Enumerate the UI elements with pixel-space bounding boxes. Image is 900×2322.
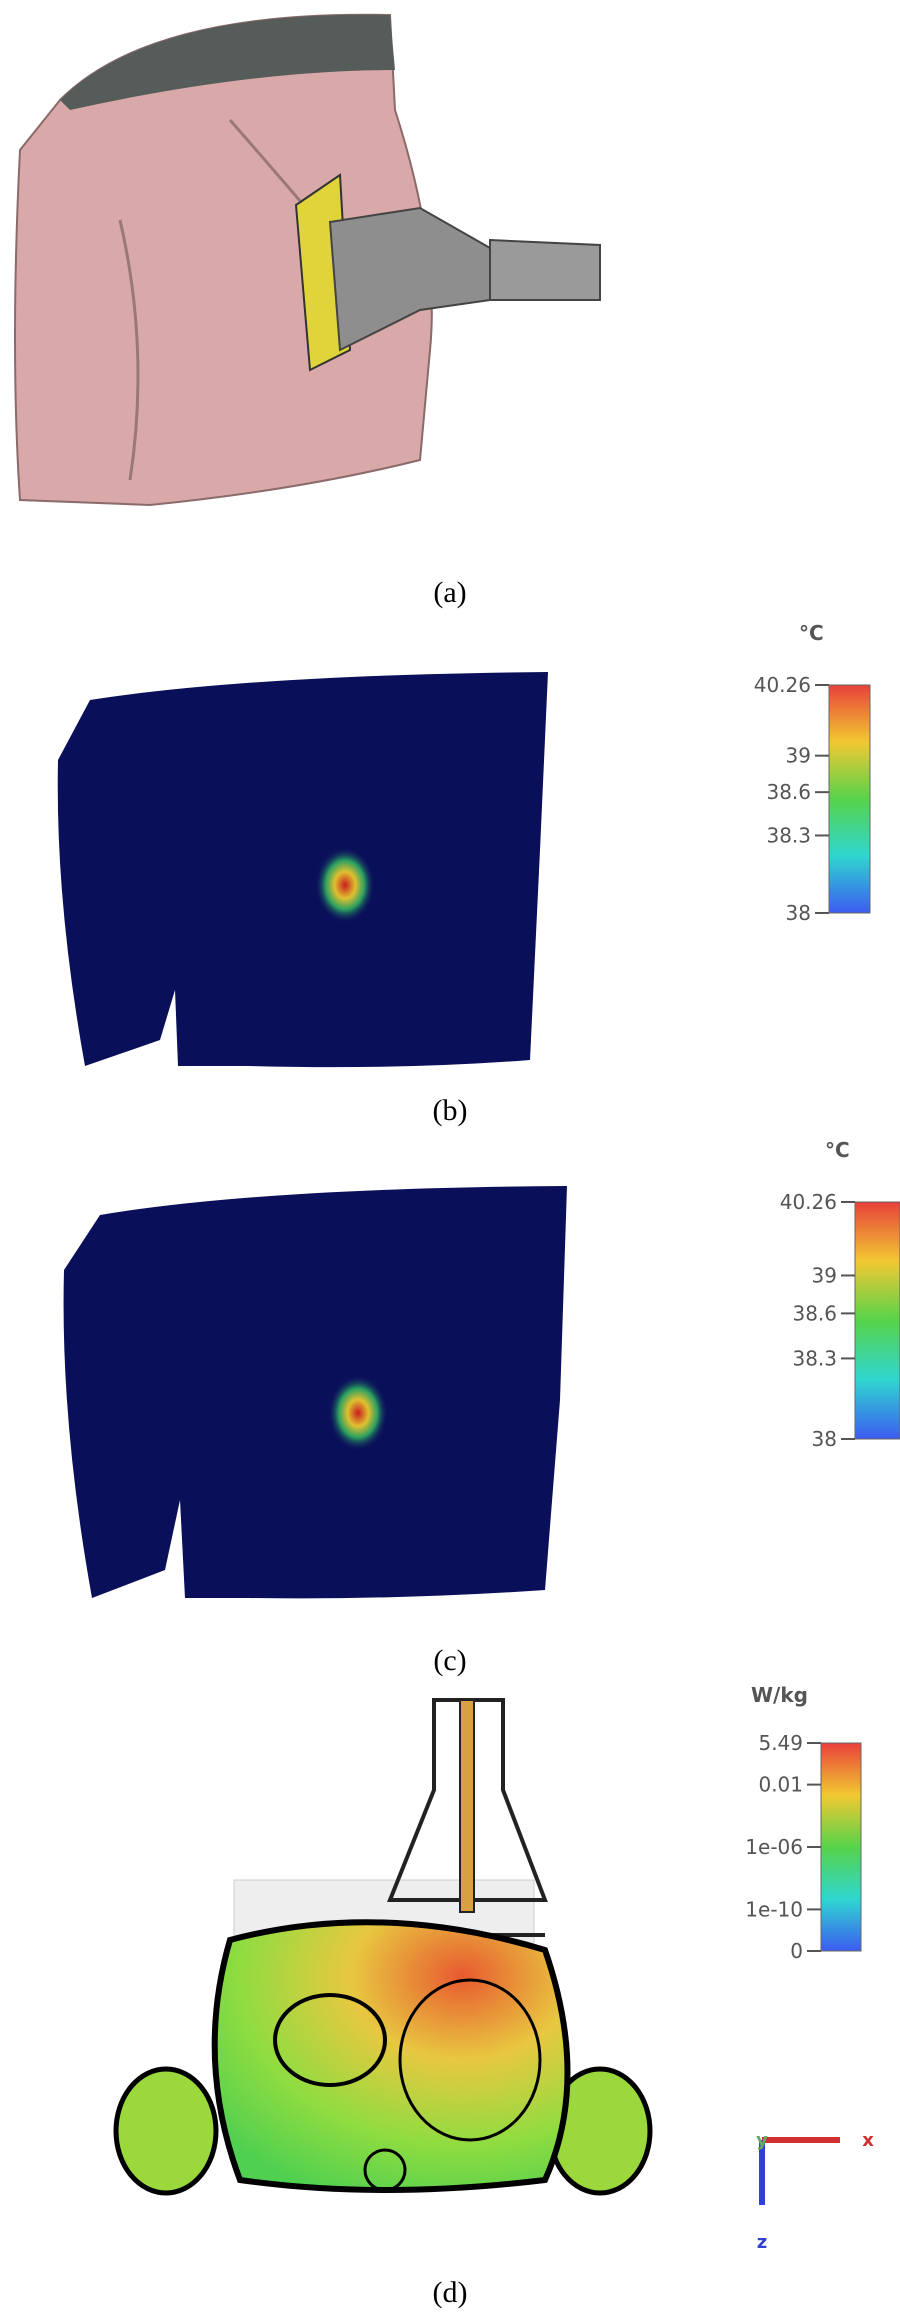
colorbar-unit: °C — [799, 621, 824, 645]
colorbar — [820, 1742, 862, 1952]
colorbar-tick-label: 1e-06 — [745, 1835, 803, 1859]
colorbar-tick-label: 40.26 — [754, 673, 811, 697]
colorbar-tick-label: 39 — [812, 1263, 837, 1287]
colorbar-unit: W/kg — [751, 1683, 808, 1707]
sar-cross-section — [113, 1698, 840, 2205]
colorbar-tick-label: 5.49 — [758, 1731, 803, 1755]
axis-label: y — [756, 2130, 768, 2151]
colorbar-unit: °C — [825, 1138, 850, 1162]
colorbar-tick-label: 38.6 — [766, 780, 811, 804]
colorbar-tick-label: 38 — [786, 901, 811, 925]
colorbar-tick-label: 0.01 — [758, 1773, 803, 1797]
colorbar-tick-label: 40.26 — [780, 1190, 837, 1214]
colorbar-tick-label: 38.3 — [792, 1346, 837, 1370]
colorbar-tick-label: 38.3 — [766, 823, 811, 847]
caption: (d) — [433, 2276, 468, 2309]
caption: (c) — [433, 1644, 466, 1677]
torso-model — [14, 13, 601, 507]
caption: (b) — [433, 1094, 468, 1127]
colorbar-tick-label: 39 — [786, 744, 811, 768]
colorbar-tick-label: 0 — [790, 1939, 803, 1963]
colorbar-tick-label: 1e-10 — [745, 1897, 803, 1921]
axis-label: z — [757, 2232, 767, 2253]
temperature-map — [57, 672, 549, 1068]
colorbar-tick-label: 38.6 — [792, 1301, 837, 1325]
axis-label: x — [862, 2130, 874, 2151]
temperature-map — [63, 1186, 568, 1599]
colorbar — [828, 684, 871, 914]
colorbar — [854, 1201, 900, 1440]
caption: (a) — [433, 576, 466, 609]
colorbar-tick-label: 38 — [812, 1427, 837, 1451]
